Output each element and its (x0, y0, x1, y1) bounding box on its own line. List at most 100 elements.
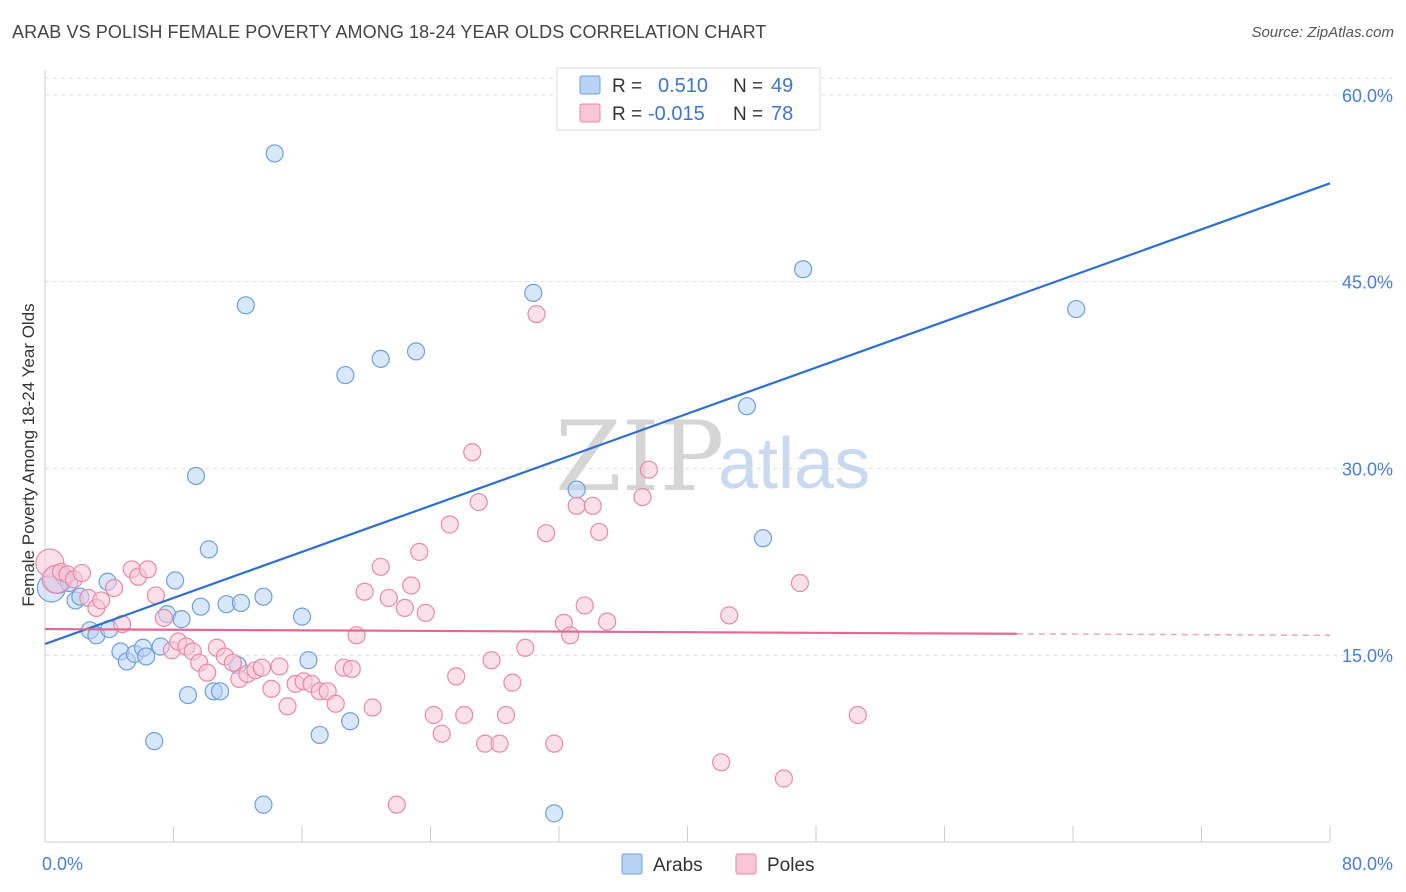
point-arabs-29 (236, 296, 255, 315)
point-poles-70 (583, 496, 602, 515)
series-legend-label-poles: Poles (767, 855, 815, 876)
correlation-legend: R = 0.510 N = 49 R = -0.015 N = 78 (556, 67, 821, 131)
point-arabs-46 (794, 260, 813, 279)
axes (44, 70, 1331, 843)
series-legend-swatch-arabs (621, 853, 643, 875)
point-arabs-28 (231, 593, 251, 613)
point-poles-49 (416, 603, 435, 622)
point-arabs-38 (371, 349, 390, 368)
point-poles-40 (347, 626, 366, 645)
point-poles-61 (503, 673, 522, 692)
point-arabs-41 (545, 804, 564, 823)
point-arabs-33 (292, 607, 312, 626)
point-poles-52 (440, 515, 459, 534)
point-arabs-40 (524, 283, 543, 302)
point-poles-69 (575, 596, 594, 615)
point-arabs-44 (737, 397, 757, 416)
point-arabs-37 (341, 712, 360, 731)
point-arabs-45 (753, 529, 773, 548)
point-poles-73 (633, 487, 652, 507)
point-poles-78 (790, 573, 810, 593)
point-arabs-34 (299, 651, 318, 670)
point-poles-43 (371, 557, 390, 576)
series-poles (35, 304, 867, 814)
point-arabs-20 (178, 685, 198, 705)
point-poles-72 (598, 612, 617, 631)
point-poles-30 (270, 657, 289, 676)
point-arabs-47 (1067, 299, 1086, 319)
point-poles-15 (154, 608, 173, 627)
point-poles-63 (527, 304, 546, 324)
series-legend-label-arabs: Arabs (653, 855, 703, 876)
point-arabs-18 (166, 571, 185, 590)
legend-n-label-poles: N = (733, 104, 763, 125)
point-poles-41 (355, 582, 374, 601)
point-poles-71 (590, 522, 609, 542)
x-tick-label-1: 80.0% (1342, 854, 1393, 874)
point-poles-8 (92, 591, 111, 610)
point-poles-47 (402, 576, 421, 595)
point-arabs-22 (191, 597, 210, 616)
point-poles-56 (469, 492, 488, 512)
legend-box (556, 67, 821, 131)
point-poles-74 (639, 460, 659, 479)
point-poles-24 (223, 653, 243, 672)
point-arabs-31 (254, 795, 273, 814)
legend-n-value-arabs: 49 (771, 75, 793, 97)
point-poles-45 (387, 795, 406, 814)
data-points (35, 103, 1086, 823)
point-poles-67 (561, 626, 580, 645)
point-poles-50 (424, 705, 443, 725)
point-poles-55 (463, 443, 482, 462)
point-poles-5 (72, 563, 92, 583)
point-arabs-32 (265, 144, 284, 163)
point-poles-58 (482, 651, 501, 670)
point-poles-44 (379, 588, 398, 608)
point-poles-37 (326, 694, 345, 713)
series-legend-swatch-poles (735, 853, 757, 875)
point-poles-9 (104, 578, 124, 598)
point-poles-64 (537, 524, 556, 543)
point-arabs-23 (199, 540, 218, 559)
legend-n-value-poles: 78 (771, 103, 793, 125)
legend-swatch-arabs (579, 75, 601, 95)
point-poles-29 (262, 679, 281, 698)
point-arabs-19 (172, 610, 191, 629)
legend-r-value-poles: -0.015 (648, 103, 705, 125)
point-arabs-39 (406, 342, 426, 361)
point-poles-48 (410, 542, 429, 561)
tick-labels: 15.0% 30.0% 45.0% 60.0% 0.0% 80.0% (42, 86, 1393, 874)
point-poles-75 (712, 753, 731, 772)
point-arabs-21 (186, 466, 206, 486)
watermark-atlas: atlas (718, 424, 870, 504)
point-arabs-36 (336, 365, 355, 385)
trend-lines (44, 182, 1331, 646)
trend-line-arabs (44, 182, 1331, 646)
point-arabs-14 (137, 647, 156, 666)
series-legend: Arabs Poles (621, 853, 815, 876)
point-poles-28 (252, 658, 271, 677)
y-axis-label: Female Poverty Among 18-24 Year Olds (19, 303, 38, 606)
point-poles-76 (720, 606, 739, 625)
point-poles-46 (395, 598, 414, 618)
legend-r-label-arabs: R = (612, 76, 642, 97)
point-arabs-42 (567, 480, 586, 499)
y-tick-label-3: 60.0% (1342, 86, 1393, 106)
y-tick-label-0: 15.0% (1342, 646, 1393, 666)
point-poles-31 (278, 697, 297, 716)
legend-n-label-arabs: N = (733, 76, 763, 97)
legend-swatch-poles (579, 103, 601, 123)
y-tick-label-1: 30.0% (1342, 459, 1393, 479)
point-poles-54 (455, 705, 474, 725)
source-label: Source: ZipAtlas.com (1251, 24, 1394, 41)
point-poles-77 (774, 769, 793, 788)
point-arabs-30 (254, 587, 273, 606)
point-poles-13 (138, 560, 157, 579)
point-poles-51 (432, 724, 451, 743)
point-poles-59 (490, 734, 509, 753)
legend-r-label-poles: R = (612, 104, 642, 125)
point-arabs-25 (210, 682, 230, 701)
grid-lines (45, 77, 1392, 656)
watermark: ZIP atlas (555, 401, 870, 513)
